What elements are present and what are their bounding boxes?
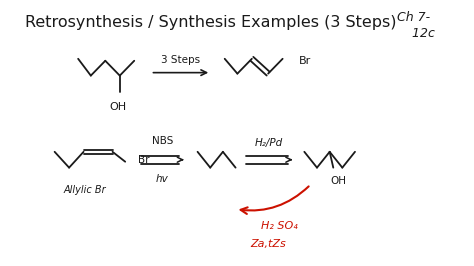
Text: Allylic Br: Allylic Br	[63, 185, 106, 196]
Text: OH: OH	[331, 176, 346, 186]
Text: Retrosynthesis / Synthesis Examples (3 Steps): Retrosynthesis / Synthesis Examples (3 S…	[26, 15, 397, 30]
Text: Br: Br	[138, 155, 149, 165]
Text: Ch 7-: Ch 7-	[397, 11, 430, 24]
Text: H₂ SO₄: H₂ SO₄	[261, 221, 298, 231]
Text: 3 Steps: 3 Steps	[161, 55, 200, 65]
Text: hv: hv	[156, 174, 169, 184]
Text: OH: OH	[109, 102, 127, 112]
Text: 12c: 12c	[404, 27, 435, 40]
Text: Za,tZs: Za,tZs	[250, 239, 286, 249]
Text: NBS: NBS	[152, 136, 173, 146]
Text: H₂/Pd: H₂/Pd	[255, 138, 283, 148]
Text: Br: Br	[299, 56, 311, 66]
